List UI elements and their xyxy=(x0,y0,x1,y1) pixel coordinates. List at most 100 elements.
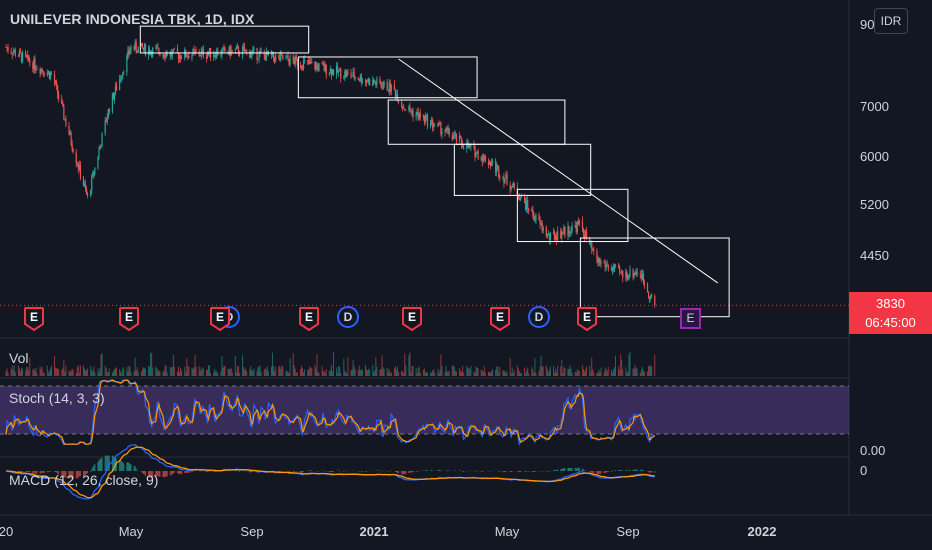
macd-histogram-bar xyxy=(75,471,77,479)
candle-body xyxy=(94,167,96,175)
volume-bar xyxy=(354,369,356,376)
volume-bar xyxy=(6,368,8,376)
macd-histogram-bar xyxy=(628,470,630,471)
volume-bar xyxy=(538,370,540,376)
candle-body xyxy=(136,50,138,53)
candle-body xyxy=(506,174,508,185)
candle-body xyxy=(285,57,287,60)
volume-bar xyxy=(560,366,562,376)
earnings-event-marker[interactable]: E xyxy=(577,307,597,331)
candle-body xyxy=(390,84,392,92)
macd-histogram-bar xyxy=(116,458,118,471)
macd-histogram-bar xyxy=(119,459,121,471)
volume-bar xyxy=(641,366,643,376)
macd-histogram-bar xyxy=(575,468,577,471)
volume-bar xyxy=(495,369,497,376)
macd-histogram-bar xyxy=(77,471,79,478)
volume-bar xyxy=(549,366,551,376)
macd-label[interactable]: MACD (12, 26, close, 9) xyxy=(9,472,159,488)
candle-body xyxy=(53,74,56,83)
volume-bar xyxy=(347,357,349,376)
volume-bar xyxy=(516,365,518,376)
candle-body xyxy=(111,93,114,113)
volume-bar xyxy=(62,367,64,376)
volume-bar xyxy=(353,365,355,376)
candle-body xyxy=(310,61,312,64)
macd-histogram-bar xyxy=(101,457,103,471)
chart-title: UNILEVER INDONESIA TBK, 1D, IDX xyxy=(10,11,255,27)
candle-body xyxy=(25,52,27,56)
candle-body xyxy=(35,69,37,70)
macd-histogram-bar xyxy=(151,471,153,479)
earnings-event-marker[interactable]: E xyxy=(210,307,230,331)
volume-bar xyxy=(475,366,477,376)
macd-histogram-bar xyxy=(410,471,412,473)
candle-body xyxy=(620,272,622,273)
candle-body xyxy=(495,160,497,173)
earnings-event-marker[interactable]: E xyxy=(119,307,139,331)
macd-histogram-bar xyxy=(592,471,594,473)
volume-bar xyxy=(287,372,289,376)
dividend-event-marker[interactable]: D xyxy=(528,306,550,328)
volume-bar xyxy=(633,368,635,376)
volume-bar xyxy=(625,367,627,376)
macd-histogram-bar xyxy=(170,471,172,476)
candle-body xyxy=(220,54,222,56)
macd-histogram-bar xyxy=(19,471,21,472)
macd-histogram-bar xyxy=(438,470,440,471)
macd-histogram-bar xyxy=(155,471,157,477)
earnings-event-marker[interactable]: E xyxy=(299,307,319,331)
candle-body xyxy=(571,225,573,231)
macd-histogram-bar xyxy=(597,471,599,475)
candle-body xyxy=(72,149,74,153)
candle-body xyxy=(460,138,463,145)
volume-bar xyxy=(257,366,259,376)
candle-body xyxy=(234,49,236,51)
volume-bar xyxy=(598,369,600,376)
candle-body xyxy=(451,135,453,140)
currency-toggle-button[interactable]: IDR xyxy=(874,8,908,34)
volume-bar xyxy=(156,368,158,376)
candle-body xyxy=(90,190,92,196)
candle-body xyxy=(351,76,353,78)
earnings-event-marker[interactable]: E xyxy=(24,307,44,331)
macd-histogram-bar xyxy=(122,462,124,471)
macd-histogram-bar xyxy=(408,471,410,474)
volume-label[interactable]: Vol xyxy=(9,350,29,366)
volume-bar xyxy=(77,365,79,376)
macd-histogram-bar xyxy=(20,471,22,473)
volume-bar xyxy=(528,373,530,376)
candle-body xyxy=(99,146,101,150)
earnings-event-marker[interactable]: E xyxy=(490,307,510,331)
macd-histogram-bar xyxy=(394,471,396,472)
candle-body xyxy=(410,110,412,113)
volume-bar xyxy=(41,366,43,376)
candle-body xyxy=(527,200,529,209)
volume-bar xyxy=(316,353,318,376)
volume-bar xyxy=(329,370,331,376)
volume-bar xyxy=(309,366,311,376)
volume-bar xyxy=(403,373,405,376)
candle-body xyxy=(475,152,477,158)
earnings-event-marker[interactable]: E xyxy=(402,307,422,331)
stoch-label[interactable]: Stoch (14, 3, 3) xyxy=(9,390,105,406)
volume-bar xyxy=(513,369,515,376)
volume-bar xyxy=(411,366,413,376)
volume-bar xyxy=(135,369,137,376)
upcoming-earnings-marker[interactable]: E xyxy=(680,308,701,329)
volume-bar xyxy=(79,365,81,376)
candle-body xyxy=(539,220,541,225)
volume-bar xyxy=(423,368,425,376)
volume-bar xyxy=(151,353,153,376)
volume-bar xyxy=(497,366,499,376)
volume-bar xyxy=(328,370,330,376)
candle-body xyxy=(531,209,533,212)
candle-body xyxy=(600,261,602,264)
candle-body xyxy=(236,46,239,48)
volume-bar xyxy=(603,372,605,376)
volume-bar xyxy=(650,365,652,376)
dividend-event-marker[interactable]: D xyxy=(337,306,359,328)
macd-histogram-bar xyxy=(130,464,132,471)
candle-body xyxy=(34,58,36,70)
